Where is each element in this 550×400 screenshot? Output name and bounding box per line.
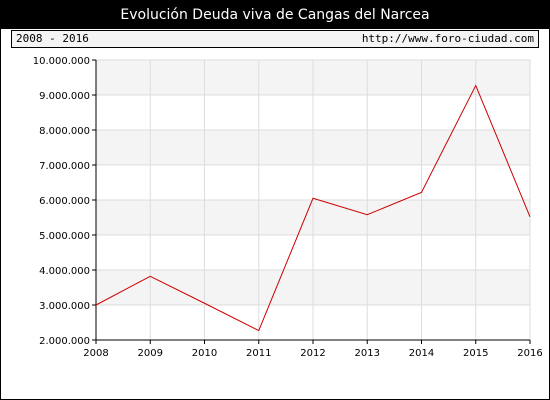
x-axis-ticks: 2008 2009 2010 2011 2012 2013 2014 2015 2016 (83, 340, 543, 359)
y-tick-label: 7.000.000 (39, 161, 90, 172)
chart-title: Evolución Deuda viva de Cangas del Narce… (1, 1, 549, 29)
x-tick-label: 2012 (300, 348, 325, 359)
x-tick-label: 2010 (192, 348, 217, 359)
source-url-link[interactable]: http://www.foro-ciudad.com (361, 32, 534, 45)
series-line (95, 84, 531, 332)
series-group (95, 84, 531, 332)
x-tick-label: 2011 (246, 348, 271, 359)
y-tick-label: 3.000.000 (39, 301, 90, 312)
y-tick-label: 9.000.000 (39, 91, 90, 102)
x-tick-label: 2008 (83, 348, 108, 359)
x-tick-label: 2013 (355, 348, 380, 359)
y-tick-label: 6.000.000 (39, 196, 90, 207)
y-tick-label: 2.000.000 (39, 336, 90, 347)
x-tick-label: 2016 (517, 348, 542, 359)
y-tick-label: 10.000.000 (33, 56, 90, 67)
grid-lines (95, 59, 531, 341)
y-tick-label: 5.000.000 (39, 231, 90, 242)
y-axis-ticks: 2.000.000 3.000.000 4.000.000 5.000.000 6.00… (33, 56, 96, 347)
y-tick-label: 4.000.000 (39, 266, 90, 277)
x-tick-label: 2009 (138, 348, 163, 359)
info-bar: 2008 - 2016 http://www.foro-ciudad.com (11, 30, 539, 48)
date-range-label: 2008 - 2016 (16, 32, 89, 45)
x-tick-label: 2015 (463, 348, 488, 359)
x-tick-label: 2014 (409, 348, 434, 359)
y-tick-label: 8.000.000 (39, 126, 90, 137)
